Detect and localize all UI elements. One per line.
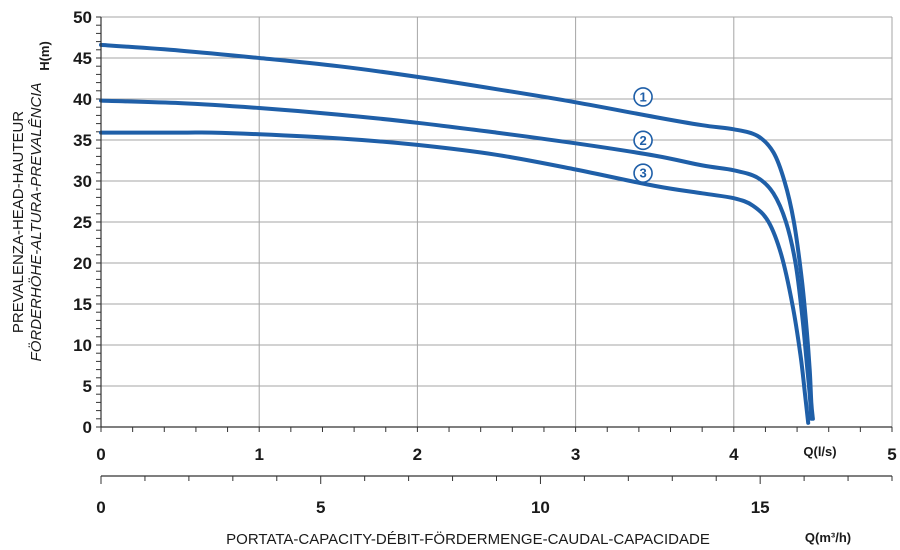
curve-2 <box>99 98 814 421</box>
y-axis-title-line2: FÖRDERHÖHE-ALTURA-PREVALÊNCIA <box>27 83 45 362</box>
x-tick-label: 1 <box>254 445 263 464</box>
minor-ticks <box>96 16 893 484</box>
x2-tick-label: 10 <box>531 498 550 517</box>
curve-1 <box>99 42 815 421</box>
curve-3-marker <box>633 163 653 183</box>
y-tick-label: 10 <box>73 336 92 355</box>
x2-tick-label: 0 <box>96 498 105 517</box>
x-tick-label: 5 <box>887 445 896 464</box>
grid <box>101 16 893 427</box>
x-axis-unit: Q(l/s) <box>803 444 836 459</box>
curve-1-label: 1 <box>639 89 646 104</box>
x2-tick-label: 15 <box>751 498 770 517</box>
curve-3 <box>99 130 811 425</box>
curve-2-marker <box>633 130 653 151</box>
y-tick-label: 45 <box>73 49 92 68</box>
curve-2-label: 2 <box>639 133 646 148</box>
y-tick-label: 40 <box>73 90 92 109</box>
x-axis-title: PORTATA-CAPACITY-DÉBIT-FÖRDERMENGE-CAUDA… <box>226 530 710 548</box>
y-tick-label: 0 <box>83 418 92 437</box>
y-tick-label: 50 <box>73 8 92 27</box>
y-tick-label: 30 <box>73 172 92 191</box>
x-tick-label: 0 <box>96 445 105 464</box>
y-tick-label: 20 <box>73 254 92 273</box>
x-tick-label: 2 <box>413 445 422 464</box>
curve-labels: 1 2 3 <box>633 87 653 183</box>
curve-3-label: 3 <box>639 166 646 181</box>
x-tick-label: 4 <box>729 445 739 464</box>
x2-axis-unit: Q(m³/h) <box>805 530 851 545</box>
curve-1-marker <box>633 87 653 107</box>
x2-tick-label: 5 <box>316 498 325 517</box>
y-tick-label: 25 <box>73 213 92 232</box>
axes <box>100 17 892 477</box>
curves <box>99 42 815 425</box>
y-axis-unit: H(m) <box>37 41 52 71</box>
y-tick-label: 35 <box>73 131 92 150</box>
y-tick-label: 15 <box>73 295 92 314</box>
x-tick-label: 3 <box>571 445 580 464</box>
y-tick-label: 5 <box>83 377 92 396</box>
y-axis-title-line1: PREVALENZA-HEAD-HAUTEUR <box>10 111 27 333</box>
